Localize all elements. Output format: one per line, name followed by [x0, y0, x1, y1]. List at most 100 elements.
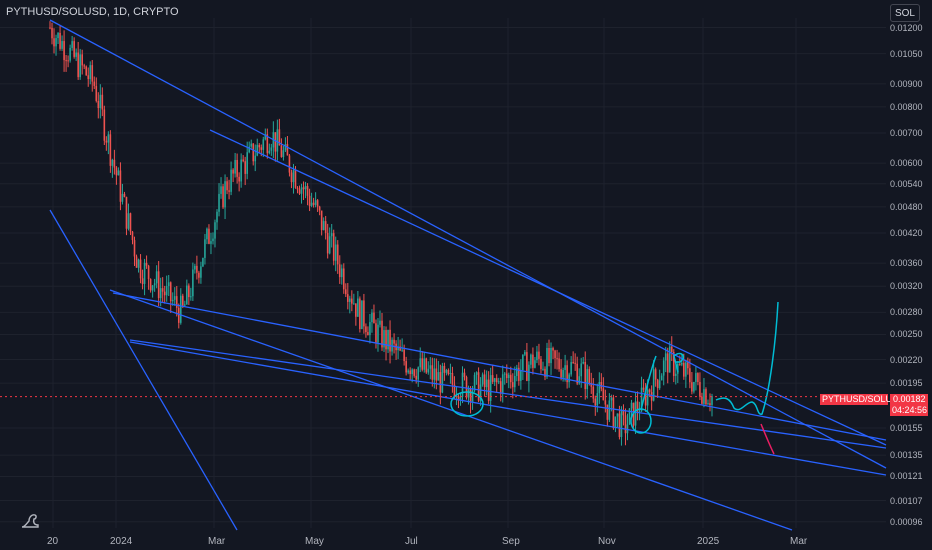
candle-body — [133, 240, 136, 257]
candle-body — [53, 38, 55, 47]
candle-body — [89, 65, 92, 80]
candle-body — [367, 332, 369, 336]
freehand-projection-up — [715, 301, 779, 415]
candle-body — [302, 187, 305, 190]
candle-body — [588, 369, 591, 383]
candle-body — [294, 170, 297, 188]
candle-body — [592, 386, 595, 399]
candle-body — [157, 271, 160, 299]
candle-body — [361, 300, 363, 330]
candle-body — [487, 379, 490, 401]
trendline — [112, 292, 887, 441]
candle-body — [165, 286, 168, 296]
candle-body — [473, 374, 476, 391]
freehand-letter-p — [673, 352, 685, 373]
candle-body — [503, 373, 506, 375]
candle-body — [618, 413, 621, 437]
candle-body — [95, 85, 98, 101]
candle-body — [660, 375, 663, 381]
candle-body — [491, 375, 494, 382]
candle-body — [467, 388, 470, 398]
candle-body — [598, 381, 601, 394]
candle-body — [522, 354, 524, 370]
candle-body — [188, 285, 190, 298]
candle-body — [318, 206, 321, 211]
candle-body — [469, 388, 472, 403]
candle-body — [290, 172, 293, 183]
freehand-stroke — [640, 355, 657, 411]
candle-body — [131, 231, 134, 241]
candle-body — [228, 190, 230, 192]
candle-body — [638, 411, 641, 413]
candle-body — [97, 100, 100, 109]
bar-countdown-label: 04:24:56 — [890, 405, 928, 416]
price-tick-label: 0.00280 — [890, 307, 923, 318]
candle-body — [49, 27, 51, 29]
candle-body — [55, 38, 57, 47]
candle-body — [206, 228, 208, 240]
candle-body — [407, 370, 409, 373]
candle-body — [689, 368, 691, 383]
candle-body — [530, 354, 532, 365]
candle-body — [226, 181, 228, 191]
price-tick-label: 0.00107 — [890, 495, 923, 506]
candle-body — [409, 370, 411, 375]
candle-body — [292, 170, 295, 183]
candle-body — [342, 268, 345, 290]
candle-body — [346, 294, 349, 302]
candle-body — [304, 186, 307, 190]
candle-body — [443, 365, 446, 373]
candle-body — [135, 256, 138, 268]
candle-body — [252, 143, 255, 162]
candle-body — [389, 329, 391, 352]
tradingview-logo-icon[interactable] — [20, 510, 42, 530]
candle-body — [232, 169, 234, 174]
unit-toggle-button[interactable]: SOL — [890, 4, 920, 22]
candle-body — [349, 298, 351, 302]
candle-body — [544, 368, 546, 377]
candle-body — [668, 346, 671, 373]
candle-body — [242, 159, 244, 162]
candle-body — [495, 378, 498, 383]
time-tick-label: May — [305, 536, 324, 547]
candle-body — [179, 295, 182, 323]
candle-body — [548, 347, 550, 364]
candle-body — [397, 346, 399, 351]
candle-body — [695, 373, 697, 382]
candle-body — [326, 232, 329, 254]
time-tick-label: Sep — [502, 536, 520, 547]
candle-body — [77, 52, 79, 78]
candle-body — [445, 369, 448, 373]
candle-body — [447, 369, 450, 375]
candle-body — [580, 363, 583, 377]
last-price-symbol-label: PYTHUSD/SOLUSD — [820, 394, 905, 405]
candle-body — [449, 372, 452, 375]
candle-body — [435, 368, 438, 381]
price-tick-label: 0.00420 — [890, 227, 923, 238]
candle-body — [524, 352, 526, 355]
candle-body — [312, 202, 315, 205]
candle-body — [264, 134, 267, 140]
candle-body — [489, 375, 492, 401]
candle-body — [320, 210, 323, 231]
candle-body — [256, 144, 259, 156]
candle-body — [640, 387, 643, 412]
candle-body — [586, 369, 589, 390]
candle-body — [212, 238, 214, 242]
candle-body — [483, 374, 486, 388]
candle-body — [234, 159, 236, 174]
candle-body — [662, 360, 665, 376]
candle-body — [536, 351, 538, 361]
candle-body — [703, 389, 705, 404]
candle-body — [274, 132, 277, 152]
freehand-projection-down — [760, 423, 775, 455]
candle-body — [385, 330, 387, 350]
candle-body — [184, 304, 186, 306]
candle-body — [330, 233, 333, 237]
candle-body — [652, 369, 655, 401]
candle-body — [220, 186, 222, 194]
candle-body — [244, 161, 246, 174]
candle-body — [103, 109, 106, 141]
candle-body — [353, 303, 355, 305]
